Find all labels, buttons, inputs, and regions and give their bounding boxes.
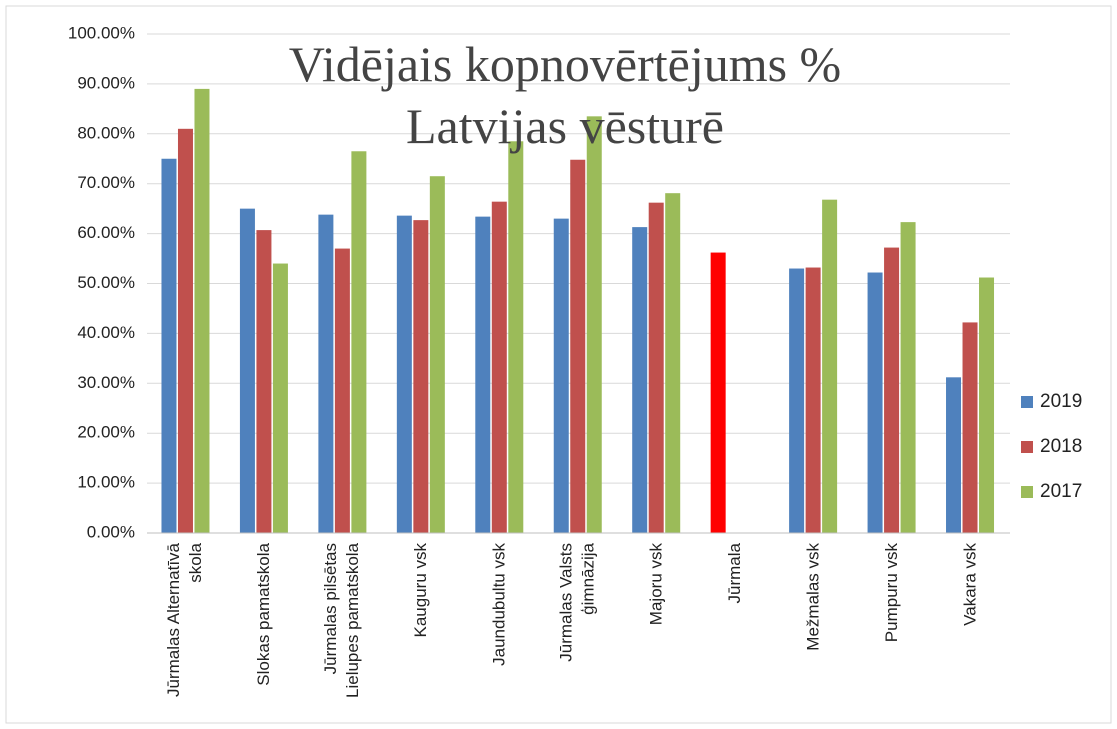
bar	[396, 215, 412, 534]
bar	[900, 222, 916, 534]
chart-title: Vidējais kopnovērtējums % Latvijas vēstur…	[289, 36, 841, 154]
bar	[256, 230, 272, 533]
bar	[884, 247, 900, 533]
bar	[491, 201, 507, 533]
bar	[318, 214, 334, 533]
y-tick-label: 30.00%	[77, 373, 135, 392]
x-tick-label: Majoru vsk	[646, 543, 665, 626]
bar	[351, 151, 367, 533]
x-tick-label: Jūrmala	[725, 542, 744, 603]
bar	[239, 208, 255, 533]
bar	[334, 248, 350, 533]
y-tick-label: 90.00%	[77, 73, 135, 92]
bar	[194, 88, 210, 533]
x-tick-label: Pumpuru vsk	[882, 543, 901, 643]
bar	[177, 128, 193, 533]
x-tick-label: Vakara vsk	[960, 543, 979, 626]
legend-swatch	[1021, 486, 1033, 498]
y-tick-label: 20.00%	[77, 423, 135, 442]
bar	[822, 199, 838, 533]
bar	[665, 193, 681, 533]
x-tick-label: Jūrmalas pilsētas Lielupes pamatskola	[322, 542, 363, 698]
chart-frame	[5, 5, 1112, 724]
y-tick-label: 10.00%	[77, 473, 135, 492]
x-tick-label: Jūrmalas Valsts ģimnāzija	[557, 542, 598, 661]
legend-swatch	[1021, 441, 1033, 453]
bar	[553, 218, 569, 533]
bar	[867, 272, 883, 533]
bar	[962, 322, 978, 533]
bar	[979, 277, 995, 533]
legend-label: 2018	[1040, 436, 1082, 457]
y-tick-label: 100.00%	[68, 23, 135, 42]
x-tick-label: Mežmalas vsk	[803, 543, 822, 651]
y-tick-label: 40.00%	[77, 323, 135, 342]
bar	[413, 220, 429, 533]
y-tick-label: 80.00%	[77, 123, 135, 142]
y-tick-label: 70.00%	[77, 173, 135, 192]
legend-swatch	[1021, 396, 1033, 408]
x-tick-label: Slokas pamatskola	[254, 542, 273, 685]
bar	[648, 202, 664, 534]
x-tick-label: Kauguru vsk	[411, 543, 430, 638]
legend-label: 2017	[1040, 481, 1082, 502]
x-tick-label: Jūrmalas Alternatīvā skola	[165, 542, 206, 697]
y-tick-label: 0.00%	[87, 522, 135, 541]
bar	[805, 267, 821, 533]
bar	[946, 377, 962, 533]
bar	[632, 227, 648, 533]
bar	[789, 268, 805, 533]
bar	[570, 159, 586, 534]
marks	[161, 88, 995, 534]
legend-label: 2019	[1040, 391, 1082, 412]
bar	[161, 158, 177, 533]
bar	[710, 252, 726, 533]
y-tick-label: 60.00%	[77, 223, 135, 242]
x-tick-label: Jaundubultu vsk	[490, 543, 509, 666]
bar	[508, 141, 524, 533]
bar	[272, 263, 288, 533]
bar	[475, 216, 491, 533]
y-tick-label: 50.00%	[77, 273, 135, 292]
bar	[429, 176, 445, 533]
bar	[586, 116, 602, 534]
